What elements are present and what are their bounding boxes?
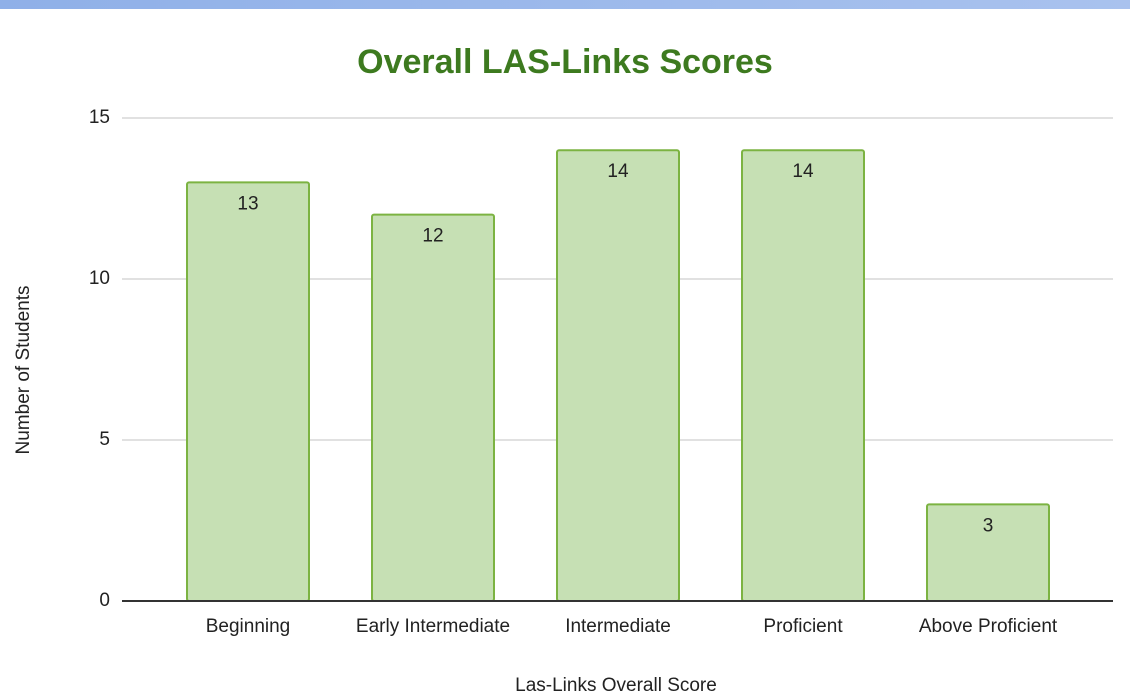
x-tick-label: Beginning xyxy=(206,616,291,637)
y-tick-label: 5 xyxy=(99,429,110,450)
value-label: 12 xyxy=(422,226,443,247)
y-tick-label: 10 xyxy=(89,268,110,289)
value-label: 13 xyxy=(237,193,258,214)
chart-title: Overall LAS-Links Scores xyxy=(357,43,773,81)
x-tick-label: Above Proficient xyxy=(919,616,1058,637)
bar xyxy=(741,149,865,602)
value-label: 3 xyxy=(983,515,994,536)
x-tick-label: Early Intermediate xyxy=(356,616,510,637)
x-tick-label: Proficient xyxy=(763,616,843,637)
bar xyxy=(371,213,495,602)
y-axis-title: Number of Students xyxy=(13,286,34,455)
top-strip xyxy=(0,0,1130,9)
x-axis-title: Las-Links Overall Score xyxy=(515,675,717,696)
y-tick-label: 15 xyxy=(89,107,110,128)
bar xyxy=(556,149,680,602)
value-label: 14 xyxy=(792,161,814,182)
value-label: 14 xyxy=(607,161,629,182)
bar xyxy=(186,181,310,602)
x-tick-label: Intermediate xyxy=(565,616,671,637)
y-tick-label: 0 xyxy=(99,590,110,611)
